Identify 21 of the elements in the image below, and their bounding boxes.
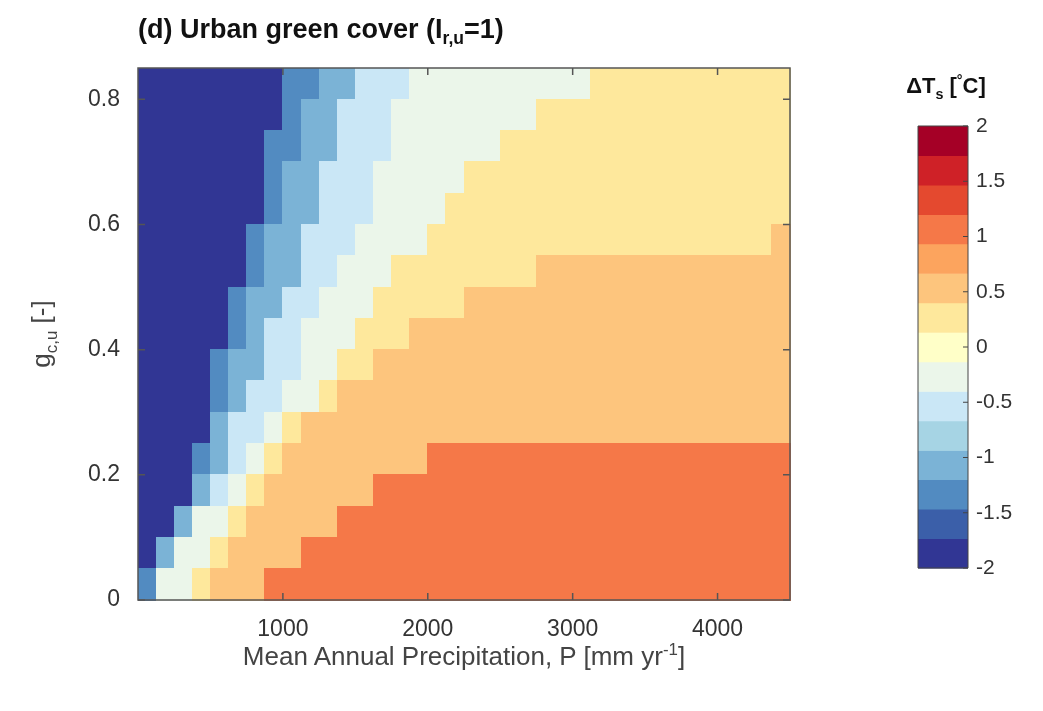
- color-bar-label: -0.5: [976, 389, 1013, 413]
- color-bar-label: -1.5: [976, 499, 1013, 523]
- y-tick-label: 0.6: [88, 209, 120, 236]
- color-bar-label: 0: [976, 333, 988, 357]
- color-bar-label: 1: [976, 223, 988, 247]
- color-bar-label: 0.5: [976, 278, 1006, 302]
- color-bar-title: ΔT$_{s}$ [$^{°}$C]: [906, 72, 986, 102]
- chart-title: (d) Urban green cover (I$_{r,u}$=1): [138, 14, 504, 50]
- x-tick-label: 3000: [547, 615, 599, 642]
- x-tick-label: 2000: [402, 615, 454, 642]
- x-tick-label: 4000: [691, 615, 744, 642]
- y-tick-label: 0: [107, 585, 120, 612]
- y-tick-label: 0.8: [88, 84, 120, 111]
- x-tick-label: 1000: [257, 615, 309, 642]
- color-bar-label: 2: [976, 112, 988, 136]
- x-axis-title: Mean Annual Precipitation, P [mm yr$^{-1}$]: [242, 640, 686, 672]
- color-bar-label: 1.5: [976, 168, 1006, 192]
- color-bar-label: -2: [976, 554, 995, 578]
- y-tick-label: 0.2: [88, 460, 120, 487]
- y-tick-label: 0.4: [88, 334, 121, 361]
- color-bar-label: -1: [976, 444, 995, 468]
